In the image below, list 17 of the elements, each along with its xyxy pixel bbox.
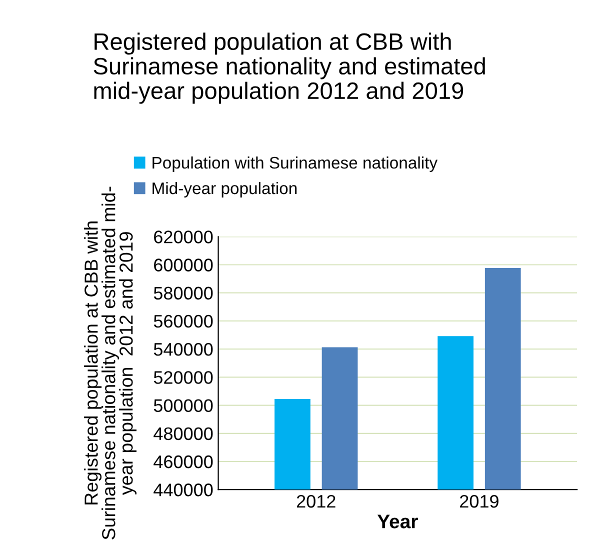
y-tick-label: 540000 bbox=[154, 343, 213, 356]
x-tick-label: 2012 bbox=[296, 494, 336, 508]
y-tick-label: 560000 bbox=[154, 314, 213, 328]
y-tick-label: 600000 bbox=[154, 258, 213, 272]
y-tick-label: 620000 bbox=[154, 230, 213, 244]
y-tick-label: 520000 bbox=[154, 371, 213, 384]
y-tick-label: 480000 bbox=[154, 427, 213, 440]
y-tick-label: 500000 bbox=[154, 399, 213, 412]
legend-label: Population with Surinamese nationality bbox=[152, 156, 438, 172]
x-axis-title: Year bbox=[377, 514, 418, 528]
y-tick-label: 440000 bbox=[154, 484, 213, 496]
y-tick-label: 580000 bbox=[154, 286, 213, 300]
y-axis-title: Registered population at CBB with Surinamese nationality and estimated mid- year population 2012 and 2019 bbox=[84, 186, 136, 540]
y-tick-label: 460000 bbox=[154, 455, 213, 468]
x-tick-label: 2019 bbox=[460, 494, 498, 508]
legend-label: Mid-year population bbox=[152, 182, 297, 198]
chart-title: Registered population at CBB with Surinamese nationality and estimated mid-year population 2012 and 2019 bbox=[94, 32, 485, 104]
